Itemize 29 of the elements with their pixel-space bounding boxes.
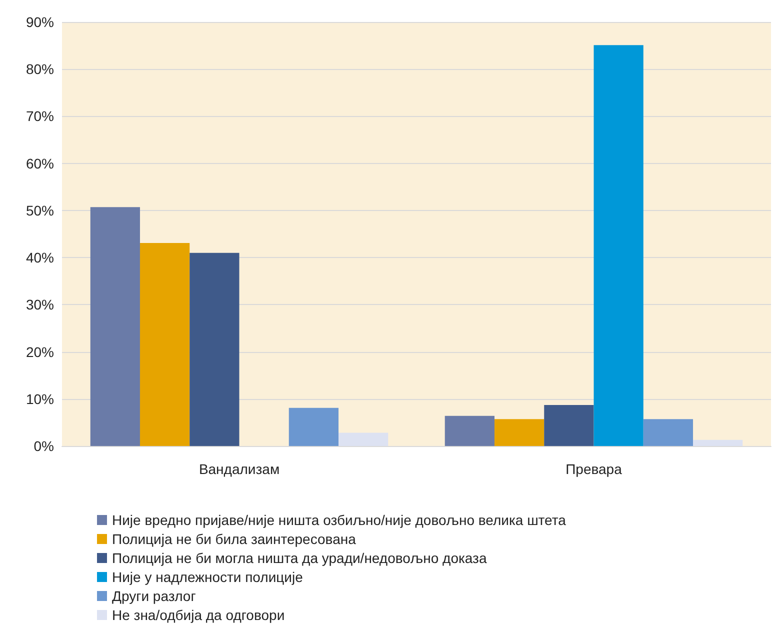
x-tick-label: Превара	[566, 461, 622, 477]
bar	[190, 252, 240, 446]
y-tick-label: 20%	[26, 344, 54, 360]
legend-label: Не зна/одбија да одговори	[112, 607, 285, 623]
y-tick-label: 50%	[26, 202, 54, 218]
bar	[544, 405, 594, 446]
bar	[90, 207, 140, 446]
bar	[288, 408, 339, 446]
y-tick-label: 80%	[26, 61, 54, 78]
y-tick-label: 90%	[26, 14, 54, 30]
legend-label: Није у надлежности полиције	[112, 569, 304, 585]
bar	[494, 419, 544, 446]
bar	[594, 45, 644, 446]
y-tick-label: 10%	[26, 390, 54, 407]
legend-label: Други разлог	[112, 588, 196, 604]
x-tick-label: Вандализам	[198, 461, 280, 477]
bar	[338, 432, 388, 446]
bar	[643, 419, 694, 446]
legend-label: Полиција не би могла ништа да уради/недовољно доказа	[112, 550, 487, 566]
bar	[693, 440, 743, 446]
y-tick-label: 30%	[26, 296, 54, 313]
legend-label: Полиција не би била заинтересована	[112, 531, 356, 547]
legend-label: Није вредно пријаве/није ништа озбиљно/није довољно велика штета	[112, 512, 566, 528]
y-tick-label: 60%	[26, 155, 54, 172]
y-tick-label: 40%	[26, 250, 54, 266]
bar	[140, 242, 190, 446]
y-tick-label: 70%	[26, 108, 54, 124]
y-tick-label: 0%	[34, 438, 54, 454]
bar	[444, 416, 494, 446]
